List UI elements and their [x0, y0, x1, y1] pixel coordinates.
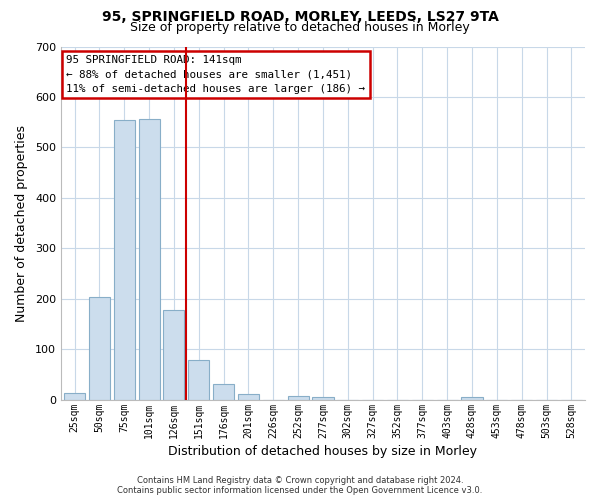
- Bar: [213, 384, 234, 400]
- Bar: [163, 310, 184, 400]
- Y-axis label: Number of detached properties: Number of detached properties: [15, 124, 28, 322]
- Text: Contains HM Land Registry data © Crown copyright and database right 2024.
Contai: Contains HM Land Registry data © Crown c…: [118, 476, 482, 495]
- Text: Size of property relative to detached houses in Morley: Size of property relative to detached ho…: [130, 21, 470, 34]
- Bar: [139, 118, 160, 400]
- Bar: [313, 397, 334, 400]
- Text: 95, SPRINGFIELD ROAD, MORLEY, LEEDS, LS27 9TA: 95, SPRINGFIELD ROAD, MORLEY, LEEDS, LS2…: [101, 10, 499, 24]
- Bar: [287, 396, 308, 400]
- X-axis label: Distribution of detached houses by size in Morley: Distribution of detached houses by size …: [169, 444, 478, 458]
- Bar: [238, 394, 259, 400]
- Bar: [64, 394, 85, 400]
- Bar: [461, 397, 482, 400]
- Bar: [188, 360, 209, 400]
- Bar: [89, 297, 110, 400]
- Text: 95 SPRINGFIELD ROAD: 141sqm
← 88% of detached houses are smaller (1,451)
11% of : 95 SPRINGFIELD ROAD: 141sqm ← 88% of det…: [66, 56, 365, 94]
- Bar: [114, 120, 135, 400]
